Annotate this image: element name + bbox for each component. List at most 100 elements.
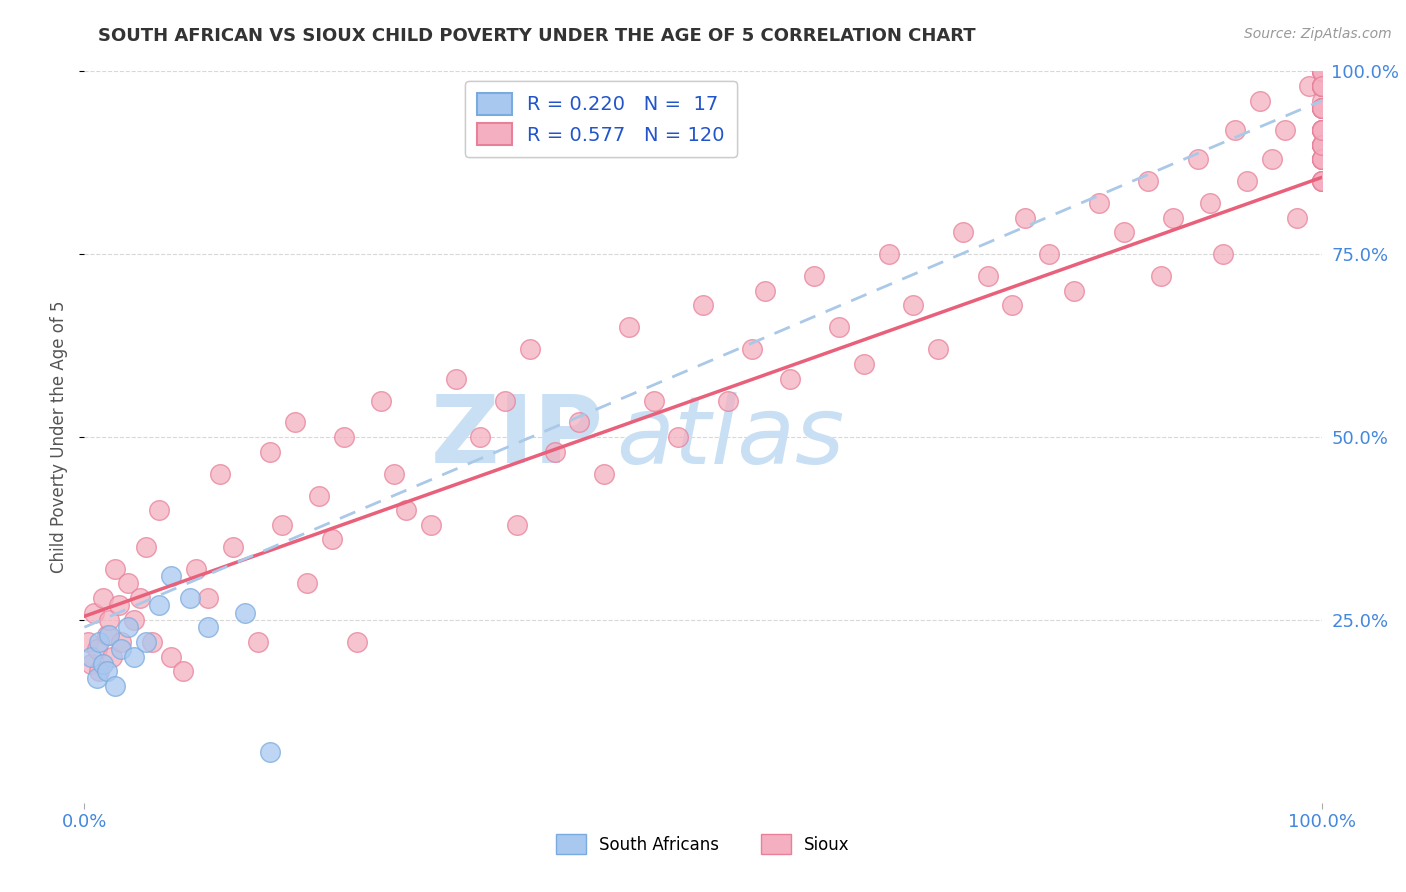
Point <box>494 393 516 408</box>
Point <box>98 627 121 641</box>
Point <box>1310 64 1333 78</box>
Point <box>779 371 801 385</box>
Point <box>976 269 998 284</box>
Point <box>1038 247 1060 261</box>
Point <box>141 635 163 649</box>
Point <box>284 416 307 430</box>
Point <box>1310 174 1333 188</box>
Point <box>1310 78 1333 93</box>
Point <box>877 247 900 261</box>
Point <box>1261 152 1284 166</box>
Point <box>104 679 127 693</box>
Point <box>1274 123 1296 137</box>
Point <box>1112 225 1135 239</box>
Point <box>117 576 139 591</box>
Point <box>927 343 949 357</box>
Point <box>83 606 105 620</box>
Point <box>172 664 194 678</box>
Point <box>104 562 127 576</box>
Point <box>108 599 131 613</box>
Point <box>952 225 974 239</box>
Text: Source: ZipAtlas.com: Source: ZipAtlas.com <box>1244 27 1392 41</box>
Point <box>1063 284 1085 298</box>
Point <box>135 540 157 554</box>
Point <box>1249 94 1271 108</box>
Point <box>1310 64 1333 78</box>
Point <box>1236 174 1258 188</box>
Point <box>77 635 100 649</box>
Point <box>1212 247 1234 261</box>
Point <box>741 343 763 357</box>
Point <box>117 620 139 634</box>
Point <box>197 620 219 634</box>
Point <box>1137 174 1160 188</box>
Point <box>346 635 368 649</box>
Point <box>160 649 183 664</box>
Point <box>1310 78 1333 93</box>
Point <box>96 627 118 641</box>
Point <box>593 467 616 481</box>
Point <box>129 591 152 605</box>
Point <box>1310 137 1333 152</box>
Point <box>852 357 875 371</box>
Point <box>1161 211 1184 225</box>
Point <box>617 320 640 334</box>
Point <box>259 444 281 458</box>
Point <box>444 371 467 385</box>
Point <box>1150 269 1173 284</box>
Point <box>100 649 122 664</box>
Point <box>91 657 114 671</box>
Point <box>1310 101 1333 115</box>
Point <box>1310 101 1333 115</box>
Point <box>395 503 418 517</box>
Point <box>370 393 392 408</box>
Point <box>295 576 318 591</box>
Point <box>89 664 111 678</box>
Point <box>96 664 118 678</box>
Point <box>79 649 101 664</box>
Point <box>470 430 492 444</box>
Legend: R = 0.220   N =  17, R = 0.577   N = 120: R = 0.220 N = 17, R = 0.577 N = 120 <box>465 81 737 157</box>
Point <box>692 298 714 312</box>
Point <box>1310 123 1333 137</box>
Point <box>246 635 269 649</box>
Point <box>1310 152 1333 166</box>
Point <box>1001 298 1024 312</box>
Point <box>1199 196 1222 211</box>
Point <box>1310 101 1333 115</box>
Point <box>1310 78 1333 93</box>
Point <box>148 599 170 613</box>
Point <box>1310 78 1333 93</box>
Point <box>1014 211 1036 225</box>
Point <box>1310 137 1333 152</box>
Point <box>89 635 111 649</box>
Point <box>903 298 925 312</box>
Point <box>1310 64 1333 78</box>
Point <box>1310 123 1333 137</box>
Point <box>86 642 108 657</box>
Point <box>1310 174 1333 188</box>
Text: SOUTH AFRICAN VS SIOUX CHILD POVERTY UNDER THE AGE OF 5 CORRELATION CHART: SOUTH AFRICAN VS SIOUX CHILD POVERTY UND… <box>98 27 976 45</box>
Point <box>1310 152 1333 166</box>
Point <box>1298 78 1320 93</box>
Point <box>1310 123 1333 137</box>
Point <box>666 430 689 444</box>
Point <box>717 393 740 408</box>
Point <box>519 343 541 357</box>
Text: ZIP: ZIP <box>432 391 605 483</box>
Point <box>222 540 245 554</box>
Point <box>419 517 441 532</box>
Point <box>1310 152 1333 166</box>
Point <box>197 591 219 605</box>
Point <box>568 416 591 430</box>
Point <box>1310 78 1333 93</box>
Point <box>1310 152 1333 166</box>
Point <box>1310 123 1333 137</box>
Point <box>321 533 343 547</box>
Point <box>1310 152 1333 166</box>
Point <box>1310 64 1333 78</box>
Y-axis label: Child Poverty Under the Age of 5: Child Poverty Under the Age of 5 <box>51 301 69 574</box>
Point <box>122 649 145 664</box>
Point <box>233 606 256 620</box>
Point <box>1310 123 1333 137</box>
